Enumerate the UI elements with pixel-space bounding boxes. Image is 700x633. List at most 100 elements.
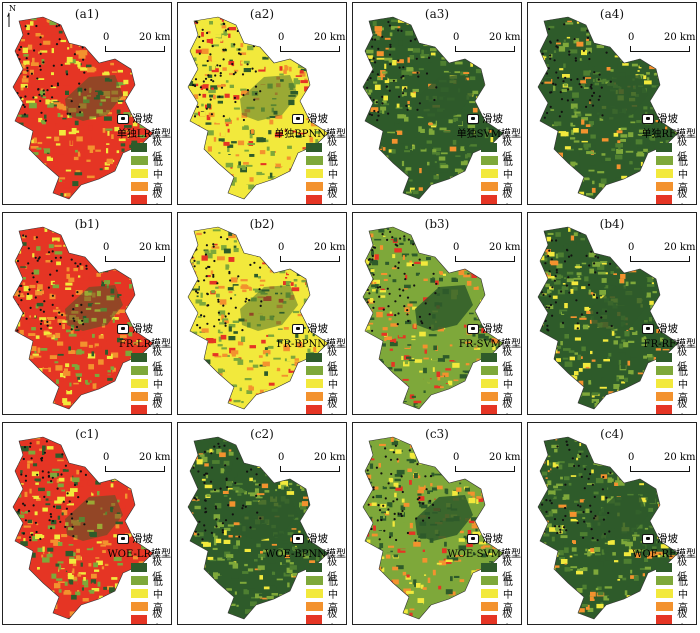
raster-cell	[610, 409, 614, 412]
raster-cell	[571, 344, 575, 348]
raster-cell	[410, 240, 416, 245]
raster-cell	[329, 100, 335, 105]
raster-cell	[490, 233, 497, 237]
landslide-point	[400, 29, 403, 32]
raster-cell	[555, 253, 559, 259]
raster-cell	[111, 317, 119, 320]
raster-cell	[279, 381, 282, 384]
raster-cell	[418, 274, 423, 280]
raster-cell	[607, 190, 615, 196]
raster-cell	[418, 269, 424, 272]
landslide-point	[561, 321, 565, 324]
raster-cell	[91, 191, 95, 197]
landslide-point	[76, 291, 79, 294]
raster-cell	[469, 76, 476, 81]
raster-cell	[570, 176, 579, 181]
raster-cell	[583, 70, 590, 76]
raster-cell	[630, 121, 636, 124]
raster-cell	[21, 78, 29, 83]
raster-cell	[242, 80, 245, 86]
raster-cell	[58, 306, 66, 310]
raster-cell	[452, 139, 457, 145]
raster-cell	[570, 316, 577, 318]
raster-cell	[402, 88, 411, 93]
raster-cell	[588, 62, 595, 67]
raster-cell	[591, 378, 596, 383]
raster-cell	[594, 395, 603, 399]
region-outline	[187, 16, 329, 200]
landslide-point	[371, 258, 374, 261]
raster-cell	[655, 120, 659, 123]
low-zone	[415, 285, 473, 331]
raster-cell	[19, 169, 24, 174]
raster-cell	[77, 87, 83, 93]
legend-item: 极低	[131, 137, 171, 163]
raster-cell	[501, 277, 503, 281]
raster-cell	[590, 134, 596, 139]
legend-label: 极高	[327, 188, 338, 205]
raster-cell	[252, 300, 261, 304]
raster-cell	[241, 32, 246, 38]
raster-cell	[203, 361, 207, 364]
raster-cell	[103, 318, 107, 324]
raster-cell	[56, 182, 64, 186]
raster-cell	[148, 97, 152, 100]
raster-cell	[459, 401, 464, 406]
raster-cell	[97, 391, 100, 397]
raster-cell	[262, 361, 270, 367]
region-outline	[537, 226, 679, 410]
raster-cell	[541, 326, 544, 329]
landslide-point	[381, 35, 384, 38]
raster-cell	[572, 360, 580, 364]
raster-cell	[587, 308, 591, 310]
raster-cell	[65, 363, 70, 368]
landslide-point	[204, 77, 208, 80]
raster-cell	[680, 88, 687, 91]
raster-cell	[606, 186, 610, 192]
raster-cell	[395, 130, 403, 135]
raster-cell	[240, 279, 248, 282]
raster-cell	[219, 197, 224, 199]
raster-cell	[270, 403, 273, 408]
raster-cell	[196, 326, 200, 331]
raster-cell	[657, 89, 665, 94]
raster-cell	[412, 88, 419, 92]
raster-cell	[367, 189, 371, 192]
raster-cell	[421, 21, 426, 25]
raster-cell	[560, 21, 565, 25]
raster-cell	[188, 96, 194, 102]
landslide-point	[591, 104, 595, 107]
landslide-point	[219, 236, 223, 239]
raster-cell	[283, 99, 287, 103]
raster-cell	[588, 289, 591, 295]
raster-cell	[674, 231, 678, 237]
raster-cell	[208, 228, 213, 232]
raster-cell	[289, 388, 293, 393]
legend-swatch	[131, 143, 148, 152]
raster-cell	[292, 394, 299, 400]
raster-cell	[542, 153, 549, 158]
landslide-point	[202, 80, 205, 83]
landslide-point	[204, 253, 207, 256]
raster-cell	[305, 272, 312, 275]
raster-cell	[118, 138, 126, 142]
raster-cell	[115, 60, 119, 63]
raster-cell	[46, 403, 51, 406]
landslide-point	[566, 99, 569, 102]
raster-cell	[410, 337, 418, 340]
landslide-point	[60, 63, 63, 67]
landslide-point	[595, 25, 598, 28]
raster-cell	[208, 90, 216, 94]
raster-cell	[260, 200, 268, 202]
raster-cell	[419, 331, 426, 337]
legend-swatch	[306, 169, 323, 178]
raster-cell	[493, 302, 500, 306]
raster-cell	[658, 75, 662, 81]
raster-cell	[470, 61, 473, 67]
raster-cell	[622, 25, 627, 28]
raster-cell	[547, 271, 551, 276]
raster-cell	[329, 320, 336, 323]
raster-cell	[200, 111, 206, 117]
raster-cell	[286, 165, 294, 168]
raster-cell	[250, 241, 255, 243]
